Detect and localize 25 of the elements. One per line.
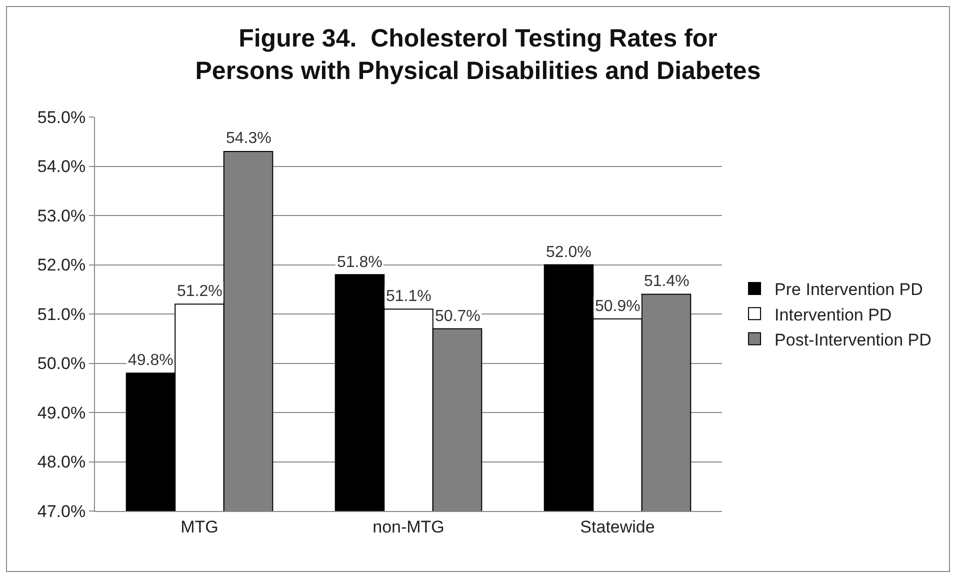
chart-title: Figure 34. Cholesterol Testing Rates for Persons with Physical Disabilities and Diabetes	[195, 24, 761, 85]
y-tick-label: 48.0%	[37, 452, 86, 472]
data-label: 49.8%	[128, 352, 174, 369]
data-label: 52.0%	[546, 244, 592, 261]
y-tick-label: 51.0%	[37, 304, 86, 324]
x-tick-label: non-MTG	[372, 517, 444, 536]
data-label: 51.1%	[386, 288, 432, 305]
legend-label: Pre Intervention PD	[774, 280, 923, 300]
y-tick-label: 50.0%	[37, 354, 86, 374]
data-label: 51.2%	[177, 283, 222, 300]
legend-label: Post-Intervention PD	[774, 330, 932, 350]
y-tick-label: 54.0%	[37, 157, 86, 176]
y-tick-label: 52.0%	[37, 256, 86, 275]
legend-label: Intervention PD	[774, 305, 892, 324]
data-label: 51.4%	[644, 273, 690, 290]
y-tick-label: 47.0%	[37, 502, 86, 521]
data-label: 50.7%	[435, 308, 480, 325]
x-tick-label: MTG	[180, 517, 218, 536]
y-tick-label: 53.0%	[37, 206, 86, 226]
y-tick-label: 49.0%	[37, 403, 86, 422]
data-label: 50.9%	[595, 298, 640, 315]
data-label: 54.3%	[226, 130, 272, 147]
y-tick-label: 55.0%	[37, 108, 86, 127]
data-label: 51.8%	[337, 254, 382, 271]
x-tick-label: Statewide	[580, 517, 655, 536]
